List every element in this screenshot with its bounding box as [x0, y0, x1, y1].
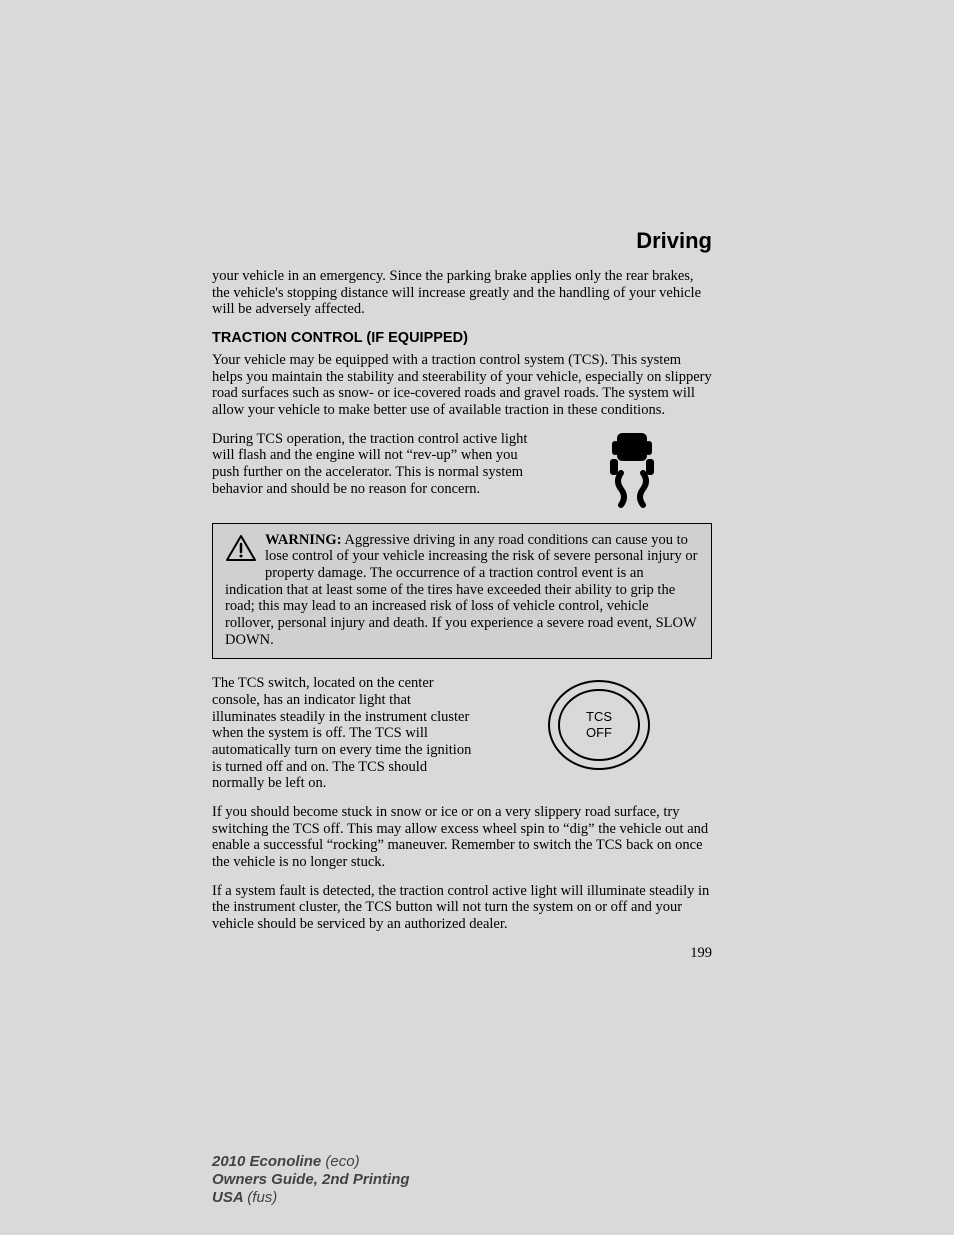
footer-region: USA	[212, 1189, 247, 1206]
warning-label: WARNING:	[265, 532, 342, 548]
page-number: 199	[212, 945, 712, 962]
traction-skid-icon	[552, 431, 712, 511]
tc-operation-row: During TCS operation, the traction contr…	[212, 431, 712, 511]
page-content: Driving your vehicle in an emergency. Si…	[212, 228, 712, 962]
warning-box: WARNING: Aggressive driving in any road …	[212, 523, 712, 660]
traction-control-header: TRACTION CONTROL (IF EQUIPPED)	[212, 330, 712, 346]
footer-model: 2010 Econoline	[212, 1153, 325, 1170]
section-header: Driving	[212, 228, 712, 254]
tc-paragraph-4: If you should become stuck in snow or ic…	[212, 804, 712, 871]
footer-line-1: 2010 Econoline (eco)	[212, 1153, 410, 1171]
warning-text: WARNING: Aggressive driving in any road …	[225, 532, 697, 648]
footer-code-1: (eco)	[325, 1153, 359, 1170]
tcs-off-button-icon: TCS OFF	[486, 675, 712, 792]
tcs-label-line1: TCS	[586, 709, 612, 724]
tc-paragraph-1: Your vehicle may be equipped with a trac…	[212, 352, 712, 419]
tc-paragraph-5: If a system fault is detected, the tract…	[212, 883, 712, 933]
footer: 2010 Econoline (eco) Owners Guide, 2nd P…	[212, 1153, 410, 1207]
tc-paragraph-3: The TCS switch, located on the center co…	[212, 675, 472, 792]
intro-paragraph: your vehicle in an emergency. Since the …	[212, 268, 712, 318]
tc-paragraph-2: During TCS operation, the traction contr…	[212, 431, 538, 511]
footer-line-2: Owners Guide, 2nd Printing	[212, 1171, 410, 1189]
tc-switch-row: The TCS switch, located on the center co…	[212, 675, 712, 792]
tcs-label-line2: OFF	[586, 725, 612, 740]
warning-body: Aggressive driving in any road condition…	[225, 532, 697, 648]
footer-code-2: (fus)	[247, 1189, 277, 1206]
warning-triangle-icon	[225, 534, 257, 567]
footer-line-3: USA (fus)	[212, 1189, 410, 1207]
